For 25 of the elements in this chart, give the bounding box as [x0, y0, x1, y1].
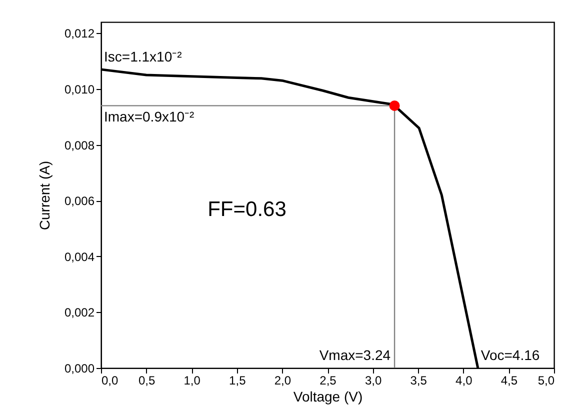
x-tick-label: 4,5	[500, 374, 518, 388]
y-tick-label: 0,008	[64, 138, 95, 152]
annotation: FF=0.63	[208, 198, 286, 221]
y-tick-label: 0,000	[64, 362, 95, 376]
x-tick-label: 3,5	[410, 374, 428, 388]
x-tick-label: 2,5	[320, 374, 337, 388]
y-tick-label: 0,010	[64, 82, 95, 96]
x-tick-label: 0,0	[102, 374, 119, 388]
annotation: Voc=4.16	[480, 347, 540, 363]
x-tick-label: 4,0	[456, 374, 473, 388]
x-tick-label: 2,0	[274, 374, 292, 388]
annotation: Imax=0.9x10⁻²	[104, 108, 195, 125]
x-tick-label: 1,5	[229, 374, 246, 388]
y-tick-label: 0,006	[64, 194, 95, 208]
y-tick-label: 0,004	[64, 250, 95, 264]
annotation: Isc=1.1x10⁻²	[104, 48, 182, 64]
y-tick-label: 0,012	[64, 26, 95, 41]
x-axis-title: Voltage (V)	[293, 388, 363, 404]
x-tick-label: 1,0	[184, 374, 201, 388]
x-tick-label: 3,0	[364, 374, 382, 388]
x-tick-label: 0,5	[138, 374, 156, 388]
y-axis-title: Current (A)	[36, 160, 52, 230]
y-tick-label: 0,002	[64, 306, 95, 320]
x-tick-label: 5,0	[538, 374, 555, 388]
annotation: Vmax=3.24	[319, 347, 391, 363]
